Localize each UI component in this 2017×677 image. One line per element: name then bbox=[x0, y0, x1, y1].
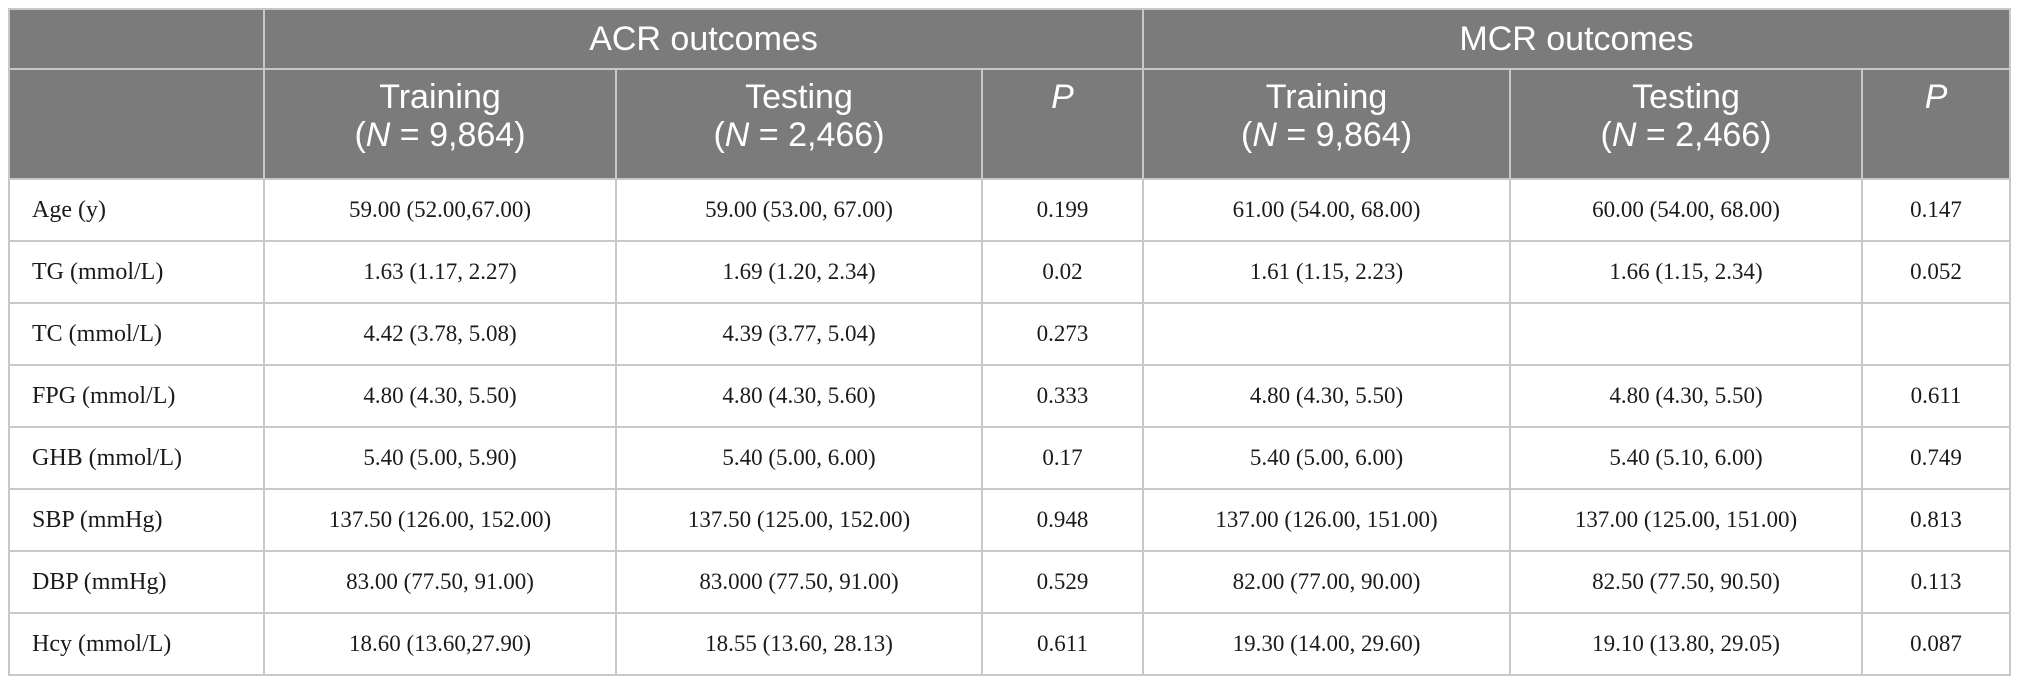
acr-testing-cell: 83.000 (77.50, 91.00) bbox=[615, 550, 983, 614]
acr-testing-n-value: = 2,466 bbox=[749, 116, 874, 155]
mcr-training-cell: 82.00 (77.00, 90.00) bbox=[1142, 550, 1512, 614]
table-row: Age (y) 59.00 (52.00,67.00) 59.00 (53.00… bbox=[8, 178, 2012, 242]
table-row: TC (mmol/L) 4.42 (3.78, 5.08) 4.39 (3.77… bbox=[8, 302, 2012, 366]
acr-testing-cell: 4.39 (3.77, 5.04) bbox=[615, 302, 983, 366]
mcr-p-cell: 0.147 bbox=[1861, 178, 2012, 242]
acr-training-cell: 137.50 (126.00, 152.00) bbox=[263, 488, 617, 552]
acr-p-cell: 0.199 bbox=[980, 178, 1145, 242]
acr-p-cell: 0.333 bbox=[980, 364, 1145, 428]
acr-outcomes-header: ACR outcomes bbox=[262, 8, 1145, 70]
mcr-testing-cell: 137.00 (125.00, 151.00) bbox=[1509, 488, 1864, 552]
table-row: SBP (mmHg) 137.50 (126.00, 152.00) 137.5… bbox=[8, 488, 2012, 552]
row-label: TG (mmol/L) bbox=[8, 240, 265, 304]
mcr-p-cell: 0.087 bbox=[1861, 612, 2012, 676]
acr-training-n-label: N bbox=[365, 116, 391, 155]
acr-testing-cell: 18.55 (13.60, 28.13) bbox=[615, 612, 983, 676]
mcr-p-cell: 0.611 bbox=[1861, 364, 2012, 428]
mcr-training-cell: 5.40 (5.00, 6.00) bbox=[1142, 426, 1512, 490]
mcr-testing-cell: 60.00 (54.00, 68.00) bbox=[1509, 178, 1864, 242]
table-row: TG (mmol/L) 1.63 (1.17, 2.27) 1.69 (1.20… bbox=[8, 240, 2012, 304]
acr-p-cell: 0.529 bbox=[980, 550, 1145, 614]
acr-training-cell: 4.80 (4.30, 5.50) bbox=[263, 364, 617, 428]
mcr-training-cell: 137.00 (126.00, 151.00) bbox=[1142, 488, 1512, 552]
table-row: GHB (mmol/L) 5.40 (5.00, 5.90) 5.40 (5.0… bbox=[8, 426, 2012, 490]
acr-p-cell: 0.273 bbox=[980, 302, 1145, 366]
acr-training-cell: 4.42 (3.78, 5.08) bbox=[263, 302, 617, 366]
row-label: GHB (mmol/L) bbox=[8, 426, 265, 490]
mcr-p-cell: 0.052 bbox=[1861, 240, 2012, 304]
acr-testing-cell: 59.00 (53.00, 67.00) bbox=[615, 178, 983, 242]
row-label: DBP (mmHg) bbox=[8, 550, 265, 614]
mcr-testing-n-value: = 2,466 bbox=[1636, 116, 1761, 155]
acr-testing-label: Testing bbox=[745, 78, 853, 116]
acr-p-header: P bbox=[980, 68, 1145, 180]
mcr-p-cell: 0.749 bbox=[1861, 426, 2012, 490]
mcr-testing-cell: 4.80 (4.30, 5.50) bbox=[1509, 364, 1864, 428]
mcr-training-cell: 1.61 (1.15, 2.23) bbox=[1142, 240, 1512, 304]
acr-training-label: Training bbox=[379, 78, 501, 116]
mcr-testing-label: Testing bbox=[1632, 78, 1740, 116]
mcr-training-cell: 4.80 (4.30, 5.50) bbox=[1142, 364, 1512, 428]
mcr-p-cell: 0.813 bbox=[1861, 488, 2012, 552]
corner-header-cell bbox=[8, 8, 265, 70]
mcr-training-label: Training bbox=[1265, 78, 1388, 116]
corner-sub-header-cell bbox=[8, 68, 265, 180]
mcr-training-cell: 19.30 (14.00, 29.60) bbox=[1142, 612, 1512, 676]
acr-training-cell: 1.63 (1.17, 2.27) bbox=[263, 240, 617, 304]
mcr-training-n-label: N bbox=[1252, 116, 1277, 155]
mcr-training-cell: 61.00 (54.00, 68.00) bbox=[1142, 178, 1512, 242]
row-label: Hcy (mmol/L) bbox=[8, 612, 265, 676]
mcr-testing-cell: 19.10 (13.80, 29.05) bbox=[1509, 612, 1864, 676]
outcomes-table: ACR outcomes MCR outcomes Training (N = 9… bbox=[8, 8, 2012, 676]
acr-training-cell: 5.40 (5.00, 5.90) bbox=[263, 426, 617, 490]
mcr-p-cell bbox=[1861, 302, 2012, 366]
mcr-testing-cell bbox=[1509, 302, 1864, 366]
mcr-training-header: Training (N = 9,864) bbox=[1142, 68, 1512, 180]
acr-p-cell: 0.611 bbox=[980, 612, 1145, 676]
row-label: TC (mmol/L) bbox=[8, 302, 265, 366]
acr-testing-cell: 137.50 (125.00, 152.00) bbox=[615, 488, 983, 552]
mcr-testing-header: Testing (N = 2,466) bbox=[1509, 68, 1864, 180]
acr-p-cell: 0.17 bbox=[980, 426, 1145, 490]
mcr-training-cell bbox=[1142, 302, 1512, 366]
table-row: DBP (mmHg) 83.00 (77.50, 91.00) 83.000 (… bbox=[8, 550, 2012, 614]
acr-testing-cell: 4.80 (4.30, 5.60) bbox=[615, 364, 983, 428]
acr-training-n-value: = 9,864 bbox=[390, 116, 515, 155]
table-row: FPG (mmol/L) 4.80 (4.30, 5.50) 4.80 (4.3… bbox=[8, 364, 2012, 428]
row-label: Age (y) bbox=[8, 178, 265, 242]
mcr-outcomes-header: MCR outcomes bbox=[1142, 8, 2012, 70]
acr-testing-cell: 1.69 (1.20, 2.34) bbox=[615, 240, 983, 304]
mcr-p-cell: 0.113 bbox=[1861, 550, 2012, 614]
mcr-testing-cell: 5.40 (5.10, 6.00) bbox=[1509, 426, 1864, 490]
acr-testing-cell: 5.40 (5.00, 6.00) bbox=[615, 426, 983, 490]
row-label: SBP (mmHg) bbox=[8, 488, 265, 552]
acr-training-cell: 18.60 (13.60,27.90) bbox=[263, 612, 617, 676]
acr-training-cell: 83.00 (77.50, 91.00) bbox=[263, 550, 617, 614]
acr-training-header: Training (N = 9,864) bbox=[263, 68, 617, 180]
group-header-row: ACR outcomes MCR outcomes bbox=[8, 8, 2012, 70]
row-label: FPG (mmol/L) bbox=[8, 364, 265, 428]
mcr-training-n-value: = 9,864 bbox=[1276, 116, 1401, 155]
acr-p-cell: 0.948 bbox=[980, 488, 1145, 552]
acr-training-cell: 59.00 (52.00,67.00) bbox=[263, 178, 617, 242]
acr-testing-header: Testing (N = 2,466) bbox=[615, 68, 983, 180]
acr-p-cell: 0.02 bbox=[980, 240, 1145, 304]
mcr-testing-n-label: N bbox=[1611, 116, 1637, 155]
mcr-p-header: P bbox=[1861, 68, 2012, 180]
sub-header-row: Training (N = 9,864) Testing (N = 2,466) P… bbox=[8, 68, 2012, 180]
table-row: Hcy (mmol/L) 18.60 (13.60,27.90) 18.55 (… bbox=[8, 612, 2012, 676]
mcr-testing-cell: 1.66 (1.15, 2.34) bbox=[1509, 240, 1864, 304]
mcr-testing-cell: 82.50 (77.50, 90.50) bbox=[1509, 550, 1864, 614]
acr-testing-n-label: N bbox=[724, 116, 750, 155]
